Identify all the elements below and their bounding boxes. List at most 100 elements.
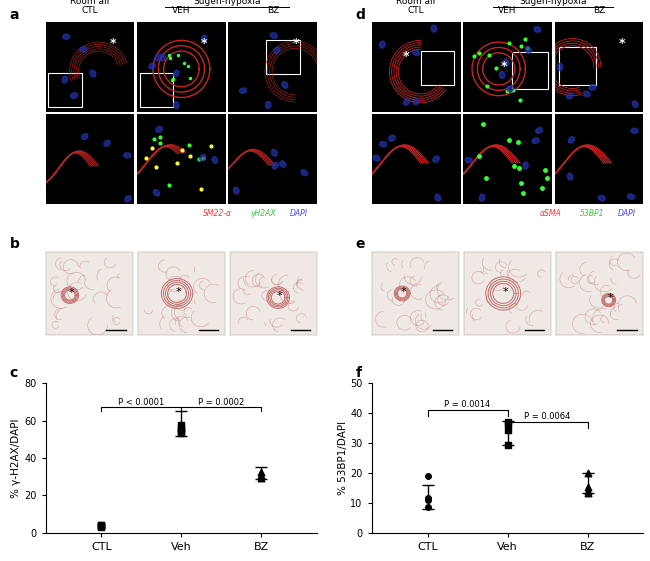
Text: Room air: Room air	[70, 0, 110, 6]
Ellipse shape	[80, 47, 87, 52]
Text: P = 0.0002: P = 0.0002	[198, 398, 244, 407]
Point	[96, 522, 107, 531]
Text: CTL: CTL	[408, 6, 424, 15]
Point	[502, 417, 513, 426]
Ellipse shape	[81, 134, 88, 140]
Text: *: *	[69, 288, 75, 298]
Ellipse shape	[433, 156, 439, 162]
Point	[422, 503, 433, 512]
Point	[502, 425, 513, 434]
Ellipse shape	[233, 187, 239, 194]
Point	[96, 521, 107, 530]
Text: c: c	[10, 366, 18, 380]
Text: d: d	[356, 8, 365, 22]
Text: *: *	[109, 38, 116, 50]
Ellipse shape	[435, 194, 441, 201]
Ellipse shape	[272, 149, 277, 156]
Point	[256, 473, 266, 482]
Ellipse shape	[200, 154, 205, 161]
Text: VEH: VEH	[172, 6, 190, 15]
Text: e: e	[356, 237, 365, 251]
Text: DAPI: DAPI	[618, 209, 636, 218]
Ellipse shape	[389, 135, 395, 141]
Ellipse shape	[90, 70, 96, 77]
Ellipse shape	[413, 98, 419, 105]
Ellipse shape	[567, 173, 573, 180]
Ellipse shape	[536, 127, 543, 134]
Ellipse shape	[404, 99, 410, 105]
Point	[582, 482, 593, 491]
Text: P < 0.0001: P < 0.0001	[118, 398, 164, 407]
Ellipse shape	[413, 50, 419, 56]
Text: DAPI: DAPI	[290, 209, 308, 218]
Ellipse shape	[373, 155, 380, 161]
Text: Sugen-hypoxia: Sugen-hypoxia	[194, 0, 261, 6]
Text: SM22-α: SM22-α	[203, 209, 232, 218]
Y-axis label: % 53BP1/DAPI: % 53BP1/DAPI	[337, 421, 348, 495]
Ellipse shape	[526, 47, 531, 53]
Point	[422, 495, 433, 504]
Text: *: *	[277, 291, 283, 301]
Point	[176, 428, 187, 437]
Ellipse shape	[149, 63, 155, 69]
Point	[582, 468, 593, 477]
Point	[96, 521, 107, 530]
Ellipse shape	[632, 101, 638, 108]
Ellipse shape	[534, 26, 541, 33]
Ellipse shape	[432, 25, 437, 32]
Ellipse shape	[380, 41, 385, 48]
Text: 53BP1: 53BP1	[580, 209, 605, 218]
Ellipse shape	[598, 195, 605, 201]
Ellipse shape	[557, 63, 563, 71]
Text: f: f	[356, 366, 361, 380]
Ellipse shape	[523, 162, 528, 169]
Ellipse shape	[239, 88, 246, 93]
Ellipse shape	[155, 54, 161, 61]
Ellipse shape	[265, 102, 271, 108]
Ellipse shape	[272, 162, 278, 169]
Point	[176, 421, 187, 430]
Ellipse shape	[71, 93, 77, 98]
Ellipse shape	[503, 59, 508, 66]
Text: Room air: Room air	[396, 0, 436, 6]
Ellipse shape	[532, 138, 539, 144]
Text: *: *	[502, 287, 508, 297]
Ellipse shape	[174, 70, 179, 77]
Ellipse shape	[156, 126, 162, 132]
Y-axis label: % γ-H2AX/DAPI: % γ-H2AX/DAPI	[11, 419, 21, 498]
Point	[96, 522, 107, 531]
Ellipse shape	[160, 54, 166, 61]
Text: *: *	[292, 38, 299, 50]
Point	[582, 488, 593, 497]
Text: CTL: CTL	[82, 6, 98, 15]
Point	[502, 419, 513, 428]
Ellipse shape	[479, 194, 485, 201]
Text: *: *	[403, 50, 410, 63]
Ellipse shape	[568, 137, 575, 143]
Text: γH2AX: γH2AX	[250, 209, 276, 218]
Text: Sugen-hypoxia: Sugen-hypoxia	[519, 0, 587, 6]
Ellipse shape	[465, 158, 472, 163]
Text: BZ: BZ	[266, 6, 279, 15]
Point	[582, 486, 593, 495]
Ellipse shape	[62, 76, 68, 83]
Point	[502, 440, 513, 449]
Ellipse shape	[63, 34, 70, 39]
Ellipse shape	[174, 102, 179, 109]
Text: P = 0.0014: P = 0.0014	[445, 400, 491, 409]
Ellipse shape	[274, 47, 280, 54]
Text: αSMA: αSMA	[540, 209, 561, 218]
Ellipse shape	[567, 93, 573, 99]
Text: VEH: VEH	[499, 6, 517, 15]
Text: *: *	[201, 38, 207, 50]
Text: *: *	[608, 293, 613, 304]
Ellipse shape	[153, 190, 159, 196]
Ellipse shape	[589, 85, 596, 90]
Text: *: *	[401, 287, 407, 297]
Ellipse shape	[212, 157, 218, 163]
Point	[96, 520, 107, 529]
Text: P = 0.0064: P = 0.0064	[525, 412, 571, 421]
Point	[176, 426, 187, 435]
Ellipse shape	[583, 91, 590, 96]
Point	[422, 494, 433, 503]
